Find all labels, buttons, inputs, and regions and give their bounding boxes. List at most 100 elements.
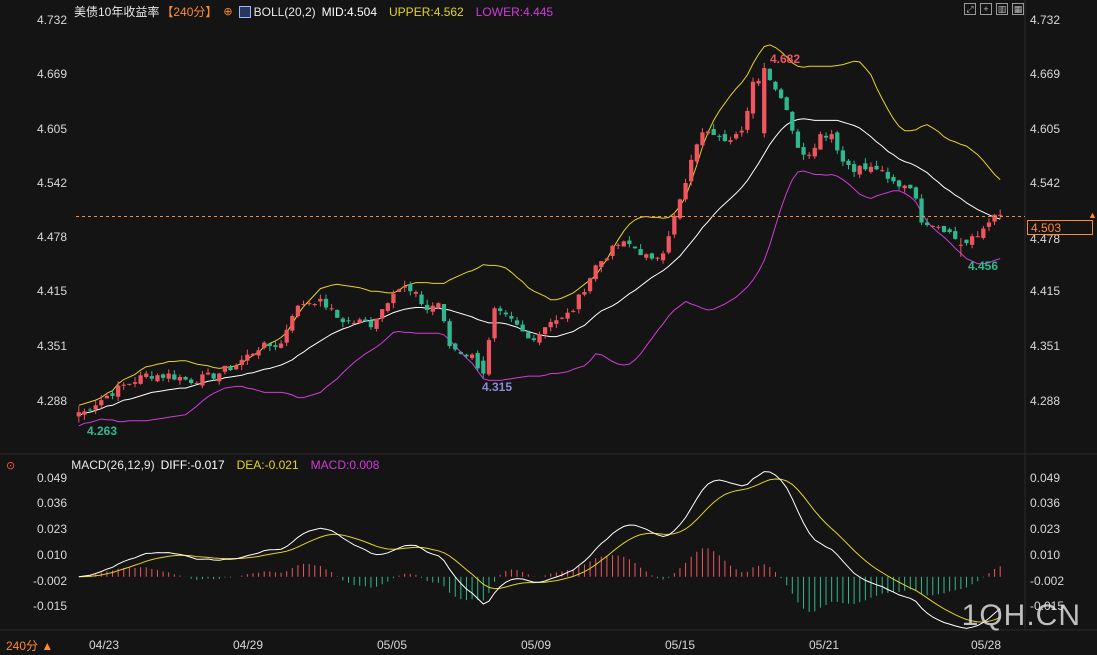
- candle-body: [857, 165, 862, 175]
- candle-body: [672, 215, 677, 235]
- candle-body: [256, 350, 261, 356]
- candle-body: [99, 400, 104, 406]
- candle-body: [700, 132, 705, 146]
- candle-body: [610, 245, 615, 256]
- candle-body: [278, 343, 284, 348]
- candle-body: [941, 225, 947, 232]
- candle-body: [486, 340, 492, 375]
- fullscreen-icon[interactable]: ⤢: [964, 3, 976, 15]
- candle-body: [576, 294, 581, 310]
- candle-body: [981, 228, 986, 238]
- candle-body: [514, 320, 520, 325]
- macd-value: MACD:0.008: [310, 458, 380, 472]
- layout-icon[interactable]: ▥: [996, 3, 1008, 15]
- candle-body: [436, 303, 441, 309]
- candle-body: [992, 214, 997, 222]
- candle-body: [604, 258, 610, 261]
- candle-body: [318, 298, 323, 302]
- x-tick: 04/23: [88, 638, 120, 652]
- boll-label: BOLL(20,2): [253, 4, 316, 19]
- candle-body: [273, 345, 278, 347]
- candle-body: [284, 329, 289, 343]
- candle-body: [969, 236, 975, 245]
- candle-body: [346, 320, 351, 322]
- candle-body: [217, 373, 222, 382]
- candle-body: [694, 144, 699, 162]
- target-icon[interactable]: ⊕: [223, 6, 233, 18]
- candle-body: [919, 198, 924, 223]
- candle-body: [829, 134, 834, 140]
- grid-icon[interactable]: ▦: [1012, 3, 1024, 15]
- candle-body: [554, 320, 559, 324]
- price-ytick: 4.605: [37, 122, 68, 136]
- candle-body: [127, 383, 132, 385]
- candle-body: [728, 140, 733, 142]
- candle-body: [632, 246, 638, 249]
- candle-body: [705, 131, 711, 134]
- macd-ytick-right: -0.002: [1030, 574, 1065, 588]
- candle-body: [189, 379, 194, 383]
- candle-body: [711, 128, 716, 135]
- candle-body: [82, 411, 87, 415]
- price-ytick-right: 4.288: [1030, 394, 1061, 408]
- candle-body: [172, 374, 177, 380]
- high-annotation: 4.682: [770, 52, 801, 66]
- candle-body: [958, 244, 963, 246]
- macd-ytick-right: 0.010: [1030, 548, 1061, 562]
- boll-upper: UPPER:4.562: [389, 4, 464, 19]
- candle-body: [481, 360, 486, 374]
- macd-settings-icon[interactable]: ⊙: [6, 459, 16, 472]
- macd-dea-line: [78, 478, 1001, 623]
- candle-body: [402, 286, 407, 288]
- candle-body: [239, 359, 244, 365]
- candle-body: [784, 97, 789, 111]
- boll-mid-line: [78, 118, 1001, 417]
- candle-body: [717, 135, 722, 137]
- candle-body: [177, 376, 183, 381]
- period-selector[interactable]: 240分 ▲: [6, 639, 54, 653]
- x-tick: 05/15: [664, 638, 696, 652]
- candle-body: [666, 236, 671, 253]
- indicator-icon[interactable]: [238, 5, 251, 18]
- x-tick: 05/05: [376, 638, 408, 652]
- period-badge[interactable]: 【240分】: [161, 5, 218, 19]
- candle-body: [807, 154, 812, 156]
- candle-body: [795, 131, 801, 148]
- macd-ytick-right: 0.036: [1030, 496, 1061, 510]
- candle-body: [138, 375, 143, 384]
- price-ytick-right: 4.478: [1030, 232, 1061, 246]
- candle-body: [548, 322, 553, 328]
- price-ytick: 4.415: [37, 284, 68, 298]
- x-tick: 05/09: [520, 638, 552, 652]
- crosshair-icon[interactable]: +: [980, 3, 992, 15]
- candle-body: [846, 160, 851, 166]
- candle-body: [104, 395, 110, 399]
- macd-ytick: -0.015: [33, 599, 68, 613]
- candle-body: [233, 365, 239, 370]
- candle-body: [295, 305, 301, 317]
- boll-upper-line: [78, 44, 1001, 406]
- x-tick: 05/21: [808, 638, 840, 652]
- candle-body: [902, 185, 907, 189]
- macd-ytick-right: -0.015: [1030, 599, 1065, 613]
- candle-body: [447, 321, 452, 347]
- candle-body: [655, 257, 660, 259]
- candle-body: [582, 292, 587, 295]
- candle-body: [739, 130, 744, 133]
- candle-body: [683, 183, 688, 200]
- candle-body: [936, 226, 941, 228]
- candle-body: [323, 298, 329, 308]
- boll-lower-line: [78, 170, 1001, 427]
- candle-body: [925, 222, 930, 226]
- candle-body: [559, 317, 565, 319]
- candle-body: [778, 89, 784, 99]
- candle-body: [565, 312, 570, 319]
- candle-body: [689, 159, 694, 182]
- candle-body: [408, 284, 413, 292]
- candle-body: [267, 343, 272, 347]
- candle-body: [93, 405, 98, 410]
- candle-body: [183, 376, 188, 380]
- candle-body: [891, 177, 896, 182]
- candle-body: [644, 254, 649, 258]
